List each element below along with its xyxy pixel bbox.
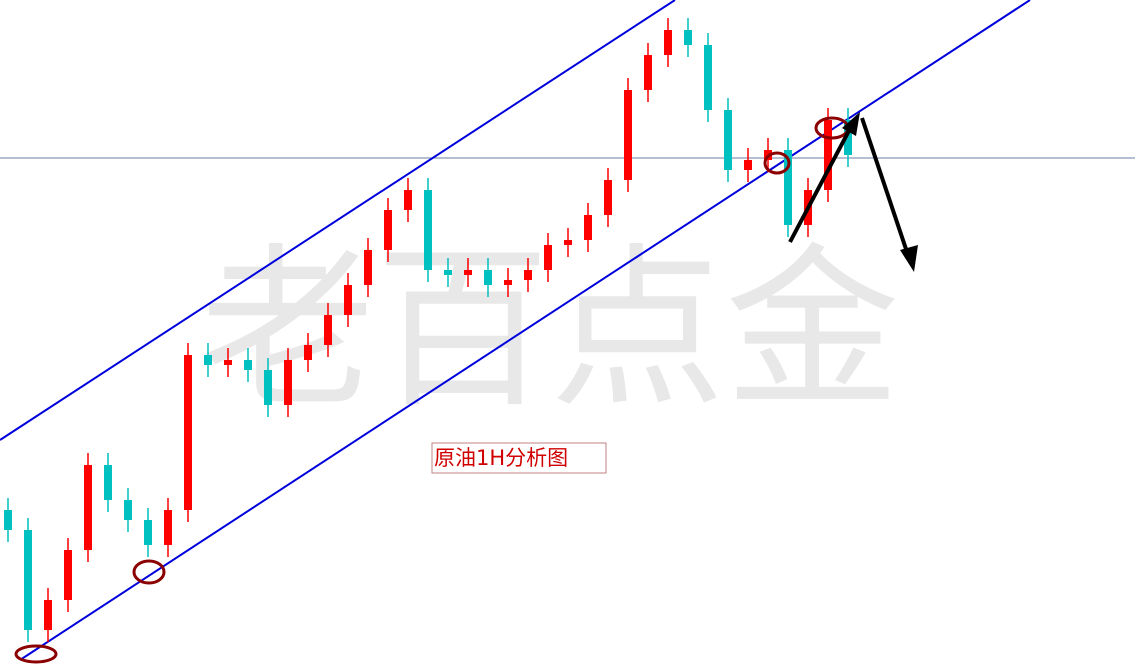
- candle-body: [404, 190, 412, 210]
- candle-body: [564, 240, 572, 245]
- candle-body: [604, 180, 612, 215]
- candle-body: [244, 360, 252, 370]
- candle-body: [184, 355, 192, 510]
- arrow-down: [860, 117, 910, 256]
- candle-body: [224, 360, 232, 365]
- marker: [14, 644, 58, 664]
- candles: [4, 18, 852, 642]
- channel-lower: [19, 0, 1031, 661]
- channel-upper: [0, 0, 676, 441]
- arrow-up: [788, 124, 854, 243]
- candle-body: [784, 150, 792, 225]
- annotation-box: [431, 442, 607, 474]
- arrow-head: [900, 245, 918, 272]
- candle-body: [644, 55, 652, 90]
- candle-body: [384, 210, 392, 250]
- candle-body: [664, 30, 672, 55]
- candle-body: [444, 270, 452, 275]
- candle-body: [544, 245, 552, 270]
- candle-body: [24, 530, 32, 630]
- candle-body: [744, 160, 752, 170]
- annotation: 原油1H分析图: [434, 446, 568, 470]
- candle-body: [844, 120, 852, 155]
- candle-body: [464, 270, 472, 275]
- candle-body: [724, 110, 732, 170]
- candle-body: [504, 280, 512, 285]
- candle-body: [204, 355, 212, 365]
- candle-body: [324, 315, 332, 345]
- marker: [763, 151, 791, 175]
- arrow-head: [842, 112, 860, 136]
- candle-body: [104, 465, 112, 500]
- candle-body: [824, 120, 832, 190]
- candle-body: [284, 360, 292, 405]
- candle-body: [164, 510, 172, 545]
- candle-body: [624, 90, 632, 180]
- candle-body: [64, 550, 72, 600]
- candle-body: [304, 345, 312, 360]
- candle-body: [524, 270, 532, 280]
- candle-body: [124, 500, 132, 520]
- marker: [132, 559, 166, 585]
- candle-body: [584, 215, 592, 240]
- candle-body: [264, 370, 272, 405]
- candle-body: [84, 465, 92, 550]
- candle-body: [4, 510, 12, 530]
- candle-body: [364, 250, 372, 285]
- candle-body: [44, 600, 52, 630]
- candle-body: [344, 285, 352, 315]
- candle-body: [144, 520, 152, 545]
- candle-body: [484, 270, 492, 285]
- candle-body: [424, 190, 432, 270]
- candle-body: [684, 30, 692, 45]
- candle-body: [704, 45, 712, 110]
